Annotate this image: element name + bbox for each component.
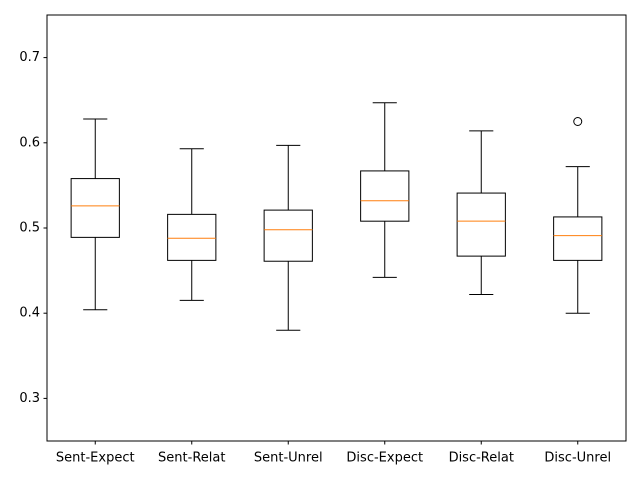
iqr-box — [70, 178, 120, 238]
x-tick-label: Sent-Relat — [158, 451, 225, 466]
x-tick-label: Disc-Expect — [346, 451, 423, 466]
x-tick-label: Disc-Unrel — [544, 451, 611, 466]
x-axis: Sent-Expect Sent-Relat Sent-Unrel Disc-Expe… — [56, 441, 611, 466]
box-3 — [263, 144, 313, 331]
x-tick-label: Sent-Expect — [56, 451, 135, 466]
y-tick-label: 0.3 — [19, 391, 40, 406]
box-6 — [553, 117, 603, 314]
iqr-box — [263, 209, 313, 262]
iqr-box — [167, 213, 217, 261]
box-2 — [167, 148, 217, 301]
iqr-box — [553, 216, 603, 261]
plot-marks — [70, 102, 603, 331]
box-4 — [360, 102, 410, 278]
y-tick-label: 0.6 — [19, 135, 40, 150]
axes-frame — [46, 14, 627, 442]
y-tick-label: 0.4 — [19, 306, 40, 321]
iqr-box — [456, 192, 506, 257]
outlier-point — [573, 117, 583, 126]
y-tick-label: 0.7 — [19, 50, 40, 65]
x-tick-label: Sent-Unrel — [254, 451, 323, 466]
y-tick-label: 0.5 — [19, 221, 40, 236]
box-5 — [456, 130, 506, 295]
x-tick-label: Disc-Relat — [449, 451, 514, 466]
y-axis: 0.3 0.4 0.5 0.6 0.7 — [19, 50, 47, 406]
box-1 — [70, 118, 120, 311]
iqr-box — [360, 170, 410, 222]
